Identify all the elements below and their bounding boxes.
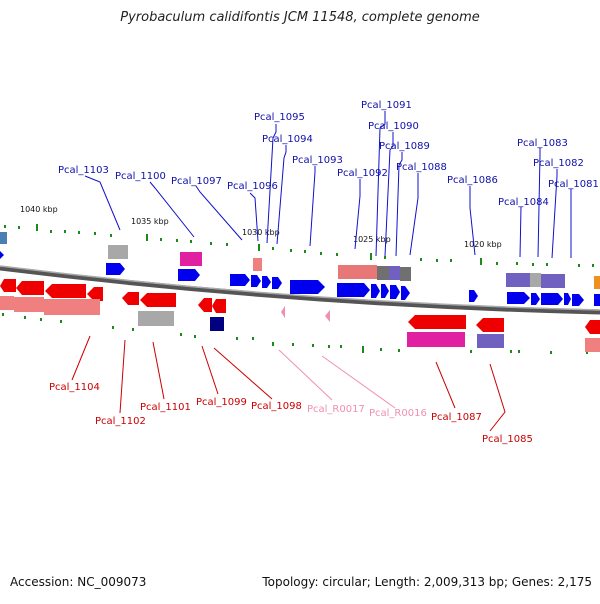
- gene-label: Pcal_1100: [115, 171, 166, 182]
- gene-reverse: [585, 320, 600, 334]
- reverse-cog-boxes: [0, 296, 600, 352]
- gene-label: Pcal_1092: [337, 168, 388, 179]
- gene-forward: [251, 275, 261, 287]
- gene-forward: [290, 280, 325, 294]
- bottom-gene-labels: Pcal_1104 Pcal_1102 Pcal_1101 Pcal_1099 …: [49, 382, 533, 445]
- gene-reverse: [281, 306, 285, 318]
- bottom-leader-lines: [71, 335, 506, 432]
- reverse-genes: [0, 279, 600, 334]
- gene-forward: [531, 293, 540, 305]
- gene-label: Pcal_1094: [262, 134, 313, 145]
- gc-ticks-top: [4, 224, 594, 267]
- gene-forward: [371, 284, 380, 298]
- gene-forward: [0, 251, 4, 259]
- gene-reverse: [476, 318, 504, 332]
- accession-text: Accession: NC_009073: [10, 575, 147, 589]
- genome-summary-text: Topology: circular; Length: 2,009,313 bp…: [262, 575, 592, 589]
- gene-label: Pcal_1096: [227, 181, 278, 192]
- gene-label: Pcal_1097: [171, 176, 222, 187]
- scale-labels: 1040 kbp 1035 kbp 1030 kbp 1025 kbp 1020…: [20, 205, 502, 249]
- gene-reverse: [212, 299, 226, 313]
- scale-label: 1030 kbp: [242, 228, 280, 237]
- gene-label: Pcal_1099: [196, 397, 247, 408]
- gene-label: Pcal_1087: [431, 412, 482, 423]
- gene-reverse: [16, 281, 44, 295]
- gene-forward: [106, 263, 125, 275]
- gene-label: Pcal_1101: [140, 402, 191, 413]
- gene-forward: [507, 292, 530, 304]
- gene-label: Pcal_1086: [447, 175, 498, 186]
- gene-label: Pcal_1088: [396, 162, 447, 173]
- gene-reverse: [325, 310, 330, 322]
- gene-forward: [390, 285, 400, 299]
- scale-label: 1040 kbp: [20, 205, 58, 214]
- forward-genes: [0, 251, 600, 306]
- forward-cog-boxes: [0, 232, 600, 289]
- gene-label: Pcal_1095: [254, 112, 305, 123]
- gene-reverse: [0, 279, 16, 292]
- gene-forward: [572, 294, 584, 306]
- gene-label: Pcal_1093: [292, 155, 343, 166]
- gene-forward: [230, 274, 250, 286]
- gene-label: Pcal_1083: [517, 138, 568, 149]
- gene-label: Pcal_1082: [533, 158, 584, 169]
- genome-title: Pyrobaculum calidifontis JCM 11548, comp…: [120, 10, 480, 25]
- top-gene-labels: Pcal_1091 Pcal_1090 Pcal_1089 Pcal_1088 …: [58, 100, 599, 208]
- gene-label: Pcal_1090: [368, 121, 419, 132]
- gene-reverse: [45, 284, 86, 298]
- scale-label: 1025 kbp: [353, 235, 391, 244]
- top-leader-lines: [84, 111, 572, 259]
- gene-forward: [401, 286, 410, 300]
- gene-forward: [564, 293, 571, 305]
- rna-leader-lines: [278, 349, 396, 409]
- scale-label: 1035 kbp: [131, 217, 169, 226]
- gene-forward: [541, 293, 563, 305]
- gene-label: Pcal_1098: [251, 401, 302, 412]
- gene-label: Pcal_1081: [548, 179, 599, 190]
- gene-label: Pcal_R0016: [369, 408, 427, 419]
- scale-label: 1020 kbp: [464, 240, 502, 249]
- gene-forward: [178, 269, 200, 281]
- gene-forward: [262, 276, 271, 288]
- gene-label: Pcal_1084: [498, 197, 549, 208]
- genome-backbone: [0, 265, 600, 315]
- gene-reverse: [122, 292, 139, 305]
- gene-reverse: [198, 298, 212, 312]
- gene-label: Pcal_1103: [58, 165, 109, 176]
- gene-reverse: [140, 293, 176, 307]
- gene-forward: [594, 294, 600, 306]
- gene-label: Pcal_1104: [49, 382, 100, 393]
- gene-label: Pcal_1089: [379, 141, 430, 152]
- gene-label: Pcal_1091: [361, 100, 412, 111]
- gene-label: Pcal_R0017: [307, 404, 365, 415]
- gene-reverse: [87, 287, 103, 301]
- gene-forward: [381, 284, 389, 298]
- gene-label: Pcal_1085: [482, 434, 533, 445]
- gene-forward: [469, 290, 478, 302]
- gene-forward: [272, 277, 282, 289]
- gene-reverse: [408, 315, 466, 329]
- gene-forward: [337, 283, 370, 297]
- gene-label: Pcal_1102: [95, 416, 146, 427]
